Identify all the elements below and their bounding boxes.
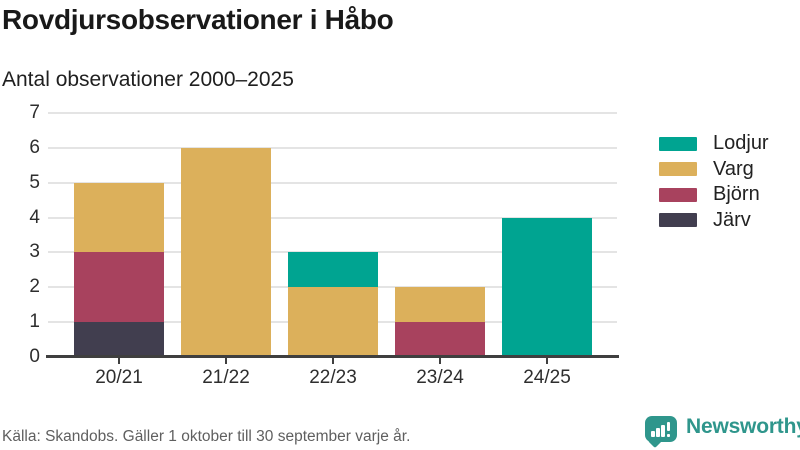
- y-axis-label: 5: [29, 171, 40, 193]
- bar-segment-20-21-Järv: [74, 322, 164, 357]
- legend-item-varg: Varg: [659, 157, 769, 183]
- bar-segment-22-23-Lodjur: [288, 252, 378, 288]
- logo-exclamation-dot: [666, 433, 670, 437]
- logo-bar-3: [661, 425, 665, 437]
- x-axis-tick: [332, 358, 334, 364]
- gridline-y7: [48, 112, 617, 114]
- gridline-y5: [48, 181, 617, 184]
- x-axis-tick: [439, 358, 441, 364]
- x-axis-tick: [225, 358, 227, 364]
- legend-label: Björn: [713, 183, 760, 206]
- legend-swatch: [659, 136, 697, 151]
- x-axis-label: 23/24: [416, 367, 464, 388]
- newsworthy-logo: Newsworthy: [645, 414, 800, 449]
- bar-segment-20-21-Björn: [74, 252, 164, 323]
- y-axis-label: 2: [29, 276, 40, 298]
- bar-segment-23-24-Björn: [395, 322, 485, 357]
- bar-segment-24-25-Lodjur: [502, 217, 592, 357]
- x-axis-label: 20/21: [95, 367, 143, 388]
- y-axis-label: 6: [29, 136, 40, 158]
- x-axis-tick: [118, 358, 120, 364]
- legend-item-björn: Björn: [659, 182, 769, 208]
- bar-segment-22-23-Varg: [288, 287, 378, 357]
- x-axis-label: 22/23: [309, 367, 357, 388]
- newsworthy-wordmark: Newsworthy: [686, 415, 800, 438]
- bar-chart-speech-bubble-icon: [645, 416, 677, 449]
- y-axis-label: 4: [29, 206, 40, 228]
- y-axis-label: 1: [29, 311, 40, 333]
- bar-segment-23-24-Varg: [395, 287, 485, 323]
- chart-title: Rovdjursobservationer i Håbo: [2, 4, 394, 35]
- legend: Lodjur Varg Björn Järv: [659, 131, 769, 233]
- x-axis-label: 21/22: [202, 367, 250, 388]
- logo-bar-1: [651, 431, 655, 437]
- x-axis-tick: [546, 358, 548, 364]
- gridline-y6: [48, 146, 617, 149]
- source-note: Källa: Skandobs. Gäller 1 oktober till 3…: [2, 428, 411, 445]
- gridline-y4: [48, 216, 617, 219]
- y-axis-label: 3: [29, 241, 40, 263]
- chart-subtitle: Antal observationer 2000–2025: [2, 68, 294, 91]
- legend-swatch: [659, 162, 697, 177]
- logo-bar-2: [656, 428, 660, 437]
- bar-segment-20-21-Varg: [74, 182, 164, 253]
- legend-swatch: [659, 187, 697, 202]
- legend-item-järv: Järv: [659, 208, 769, 234]
- legend-label: Järv: [713, 208, 751, 231]
- y-axis-label: 7: [29, 102, 40, 123]
- legend-item-lodjur: Lodjur: [659, 131, 769, 157]
- x-axis-line: [46, 355, 619, 358]
- logo-exclamation-stem: [666, 422, 670, 431]
- legend-swatch: [659, 213, 697, 228]
- x-axis-label: 24/25: [523, 367, 571, 388]
- bar-segment-21-22-Varg: [181, 147, 271, 357]
- y-axis-label: 0: [29, 346, 40, 367]
- legend-label: Lodjur: [713, 132, 769, 155]
- legend-label: Varg: [713, 157, 754, 180]
